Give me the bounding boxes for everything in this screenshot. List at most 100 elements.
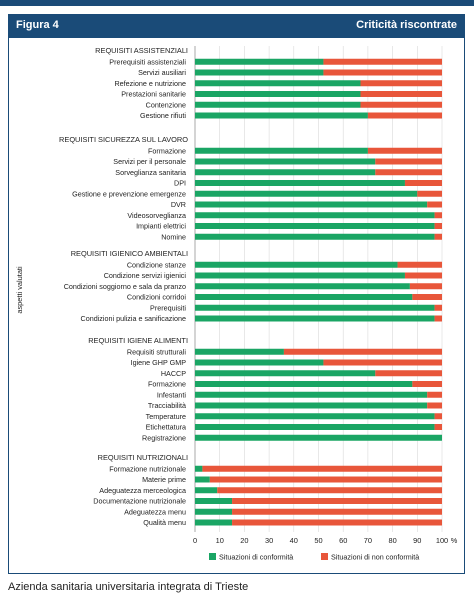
bar-non-conformity [232, 498, 442, 504]
category-label: Refezione e nutrizione [114, 79, 186, 88]
bar-conformity [195, 212, 435, 219]
bar-non-conformity [434, 304, 442, 311]
bar-conformity [195, 304, 435, 311]
bar-non-conformity [232, 508, 442, 515]
figure-header: Figura 4 Criticità riscontrate [8, 14, 465, 38]
category-label: Tracciabilità [148, 401, 186, 410]
group-title: REQUISITI ASSISTENZIALI [95, 46, 188, 55]
category-label: Condizioni soggiorno e sala da pranzo [64, 282, 186, 291]
bar-non-conformity [360, 80, 442, 87]
x-tick-label: 10 [216, 536, 224, 545]
category-label: Adeguatezza menu [124, 507, 186, 516]
bar-conformity [195, 519, 233, 526]
figure-title: Criticità riscontrate [356, 19, 457, 31]
bar-non-conformity [434, 233, 442, 240]
x-unit-label: % [451, 536, 458, 545]
x-tick-label: 50 [314, 536, 322, 545]
category-label: Videosorveglianza [127, 211, 186, 220]
category-label: Gestione rifiuti [140, 111, 186, 120]
bar-conformity [195, 69, 324, 76]
bar-conformity [195, 498, 233, 504]
category-label: Formazione nutrizionale [109, 464, 186, 473]
category-label: Formazione [148, 380, 186, 389]
x-tick-label: 30 [265, 536, 273, 545]
chart-frame [8, 38, 465, 574]
bar-non-conformity [323, 69, 442, 76]
x-tick-label: 80 [388, 536, 396, 545]
bar-conformity [195, 348, 284, 355]
category-label: Prerequisiti assistenziali [109, 57, 186, 66]
legend-label-conformity: Situazioni di conformità [219, 553, 293, 562]
bar-conformity [195, 91, 361, 97]
x-tick-label: 90 [413, 536, 421, 545]
bar-conformity [195, 190, 418, 197]
bar-conformity [195, 180, 405, 186]
category-label: Condizioni pulizia e sanificazione [81, 314, 186, 323]
legend-swatch-conformity [209, 553, 216, 560]
bar-non-conformity [360, 101, 442, 108]
category-label: Etichettatura [146, 423, 186, 432]
bar-conformity [195, 359, 324, 366]
category-label: Nomine [161, 232, 186, 241]
bar-non-conformity [217, 487, 442, 494]
category-label: Contenzione [146, 100, 186, 109]
bar-conformity [195, 487, 218, 494]
category-label: DPI [174, 179, 186, 188]
bar-non-conformity [283, 348, 442, 355]
bar-non-conformity [434, 315, 442, 322]
bar-non-conformity [367, 112, 442, 119]
group-title: REQUISITI NUTRIZIONALI [98, 453, 188, 462]
category-label: Adeguatezza merceologica [99, 486, 186, 495]
category-label: Igiene GHP GMP [131, 358, 187, 367]
bar-conformity [195, 283, 410, 290]
category-label: Condizione stanze [127, 260, 186, 269]
bar-non-conformity [427, 391, 442, 398]
x-tick-label: 60 [339, 536, 347, 545]
group-title: REQUISITI IGIENE ALIMENTI [88, 336, 188, 345]
bar-non-conformity [375, 370, 442, 377]
bar-conformity [195, 413, 435, 420]
bar-non-conformity [434, 413, 442, 420]
category-label: Condizione servizi igienici [104, 271, 187, 280]
bar-conformity [195, 112, 368, 119]
bar-non-conformity [427, 402, 442, 409]
bar-non-conformity [367, 147, 442, 154]
category-label: Registrazione [142, 433, 186, 442]
bar-conformity [195, 233, 435, 240]
category-label: Servizi ausiliari [138, 68, 186, 77]
x-tick-label: 20 [240, 536, 248, 545]
x-tick-label: 70 [364, 536, 372, 545]
bar-conformity [195, 465, 203, 472]
top-accent-bar [0, 0, 474, 6]
bar-non-conformity [434, 424, 442, 430]
bar-non-conformity [375, 169, 442, 176]
category-label: Materie prime [142, 475, 186, 484]
bar-conformity [195, 370, 376, 377]
category-label: Temperature [146, 412, 186, 421]
category-label: Requisiti strutturali [127, 347, 187, 356]
bar-conformity [195, 381, 413, 387]
legend-label-non-conformity: Situazioni di non conformità [331, 553, 419, 562]
figure-number: Figura 4 [16, 19, 59, 31]
bar-conformity [195, 223, 435, 229]
bar-conformity [195, 315, 435, 322]
bar-non-conformity [434, 212, 442, 219]
bar-conformity [195, 294, 413, 300]
bar-non-conformity [412, 381, 442, 387]
bar-conformity [195, 58, 324, 65]
bar-non-conformity [323, 359, 442, 366]
bar-non-conformity [209, 476, 442, 483]
category-label: Impianti elettrici [136, 222, 186, 231]
bar-conformity [195, 261, 398, 268]
category-label: Gestione e prevenzione emergenze [72, 189, 186, 198]
category-label: Sorveglianza sanitaria [115, 168, 186, 177]
category-label: Infestanti [157, 390, 187, 399]
bar-non-conformity [404, 272, 442, 279]
category-label: Prerequisiti [150, 303, 186, 312]
bar-conformity [195, 391, 428, 398]
bar-non-conformity [434, 223, 442, 229]
x-tick-label: 0 [193, 536, 197, 545]
bar-conformity [195, 476, 210, 483]
bar-non-conformity [375, 158, 442, 165]
